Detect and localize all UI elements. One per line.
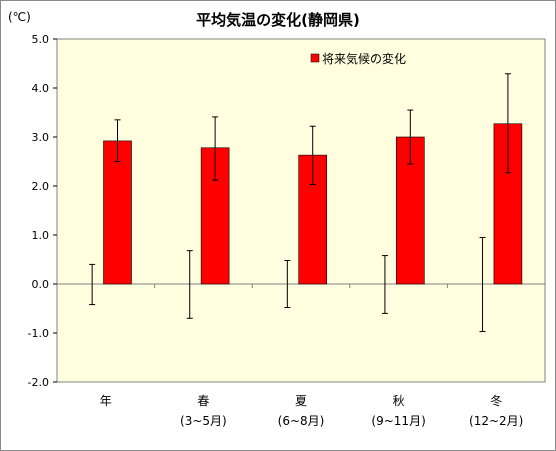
- x-tick-label: 冬: [490, 393, 502, 408]
- y-tick-label: 5.0: [32, 33, 50, 46]
- y-tick-label: -2.0: [28, 376, 49, 389]
- y-tick-label: 3.0: [32, 131, 50, 144]
- legend-swatch: [310, 53, 320, 63]
- bar: [103, 140, 132, 285]
- baseline-ranges: [89, 236, 486, 333]
- x-tick-sublabel: (6~8月): [278, 414, 325, 428]
- y-axis: 5.0 4.0 3.0 2.0 1.0 0.0 -1.0 -2.0: [28, 33, 57, 389]
- legend-label: 将来気候の変化: [322, 51, 406, 66]
- y-tick-label: 4.0: [32, 82, 50, 95]
- x-tick-label: 春: [197, 394, 209, 408]
- chart-title: 平均気温の変化(静岡県): [196, 11, 360, 29]
- unit-label: (℃): [8, 10, 31, 24]
- y-tick-label: 1.0: [32, 229, 50, 242]
- x-tick-label: 秋: [393, 394, 405, 408]
- y-tick-label: -1.0: [28, 327, 49, 340]
- x-tick-sublabel: (9~11月): [371, 414, 425, 428]
- bar-series: [103, 73, 523, 285]
- y-tick-label: 0.0: [32, 278, 50, 291]
- legend: 将来気候の変化: [310, 51, 406, 66]
- x-tick-sublabel: (3~5月): [180, 414, 227, 428]
- x-tick-label: 年: [100, 394, 112, 408]
- x-tick-label: 夏: [295, 394, 307, 408]
- y-tick-label: 2.0: [32, 180, 50, 193]
- x-tick-sublabel: (12~2月): [469, 414, 523, 428]
